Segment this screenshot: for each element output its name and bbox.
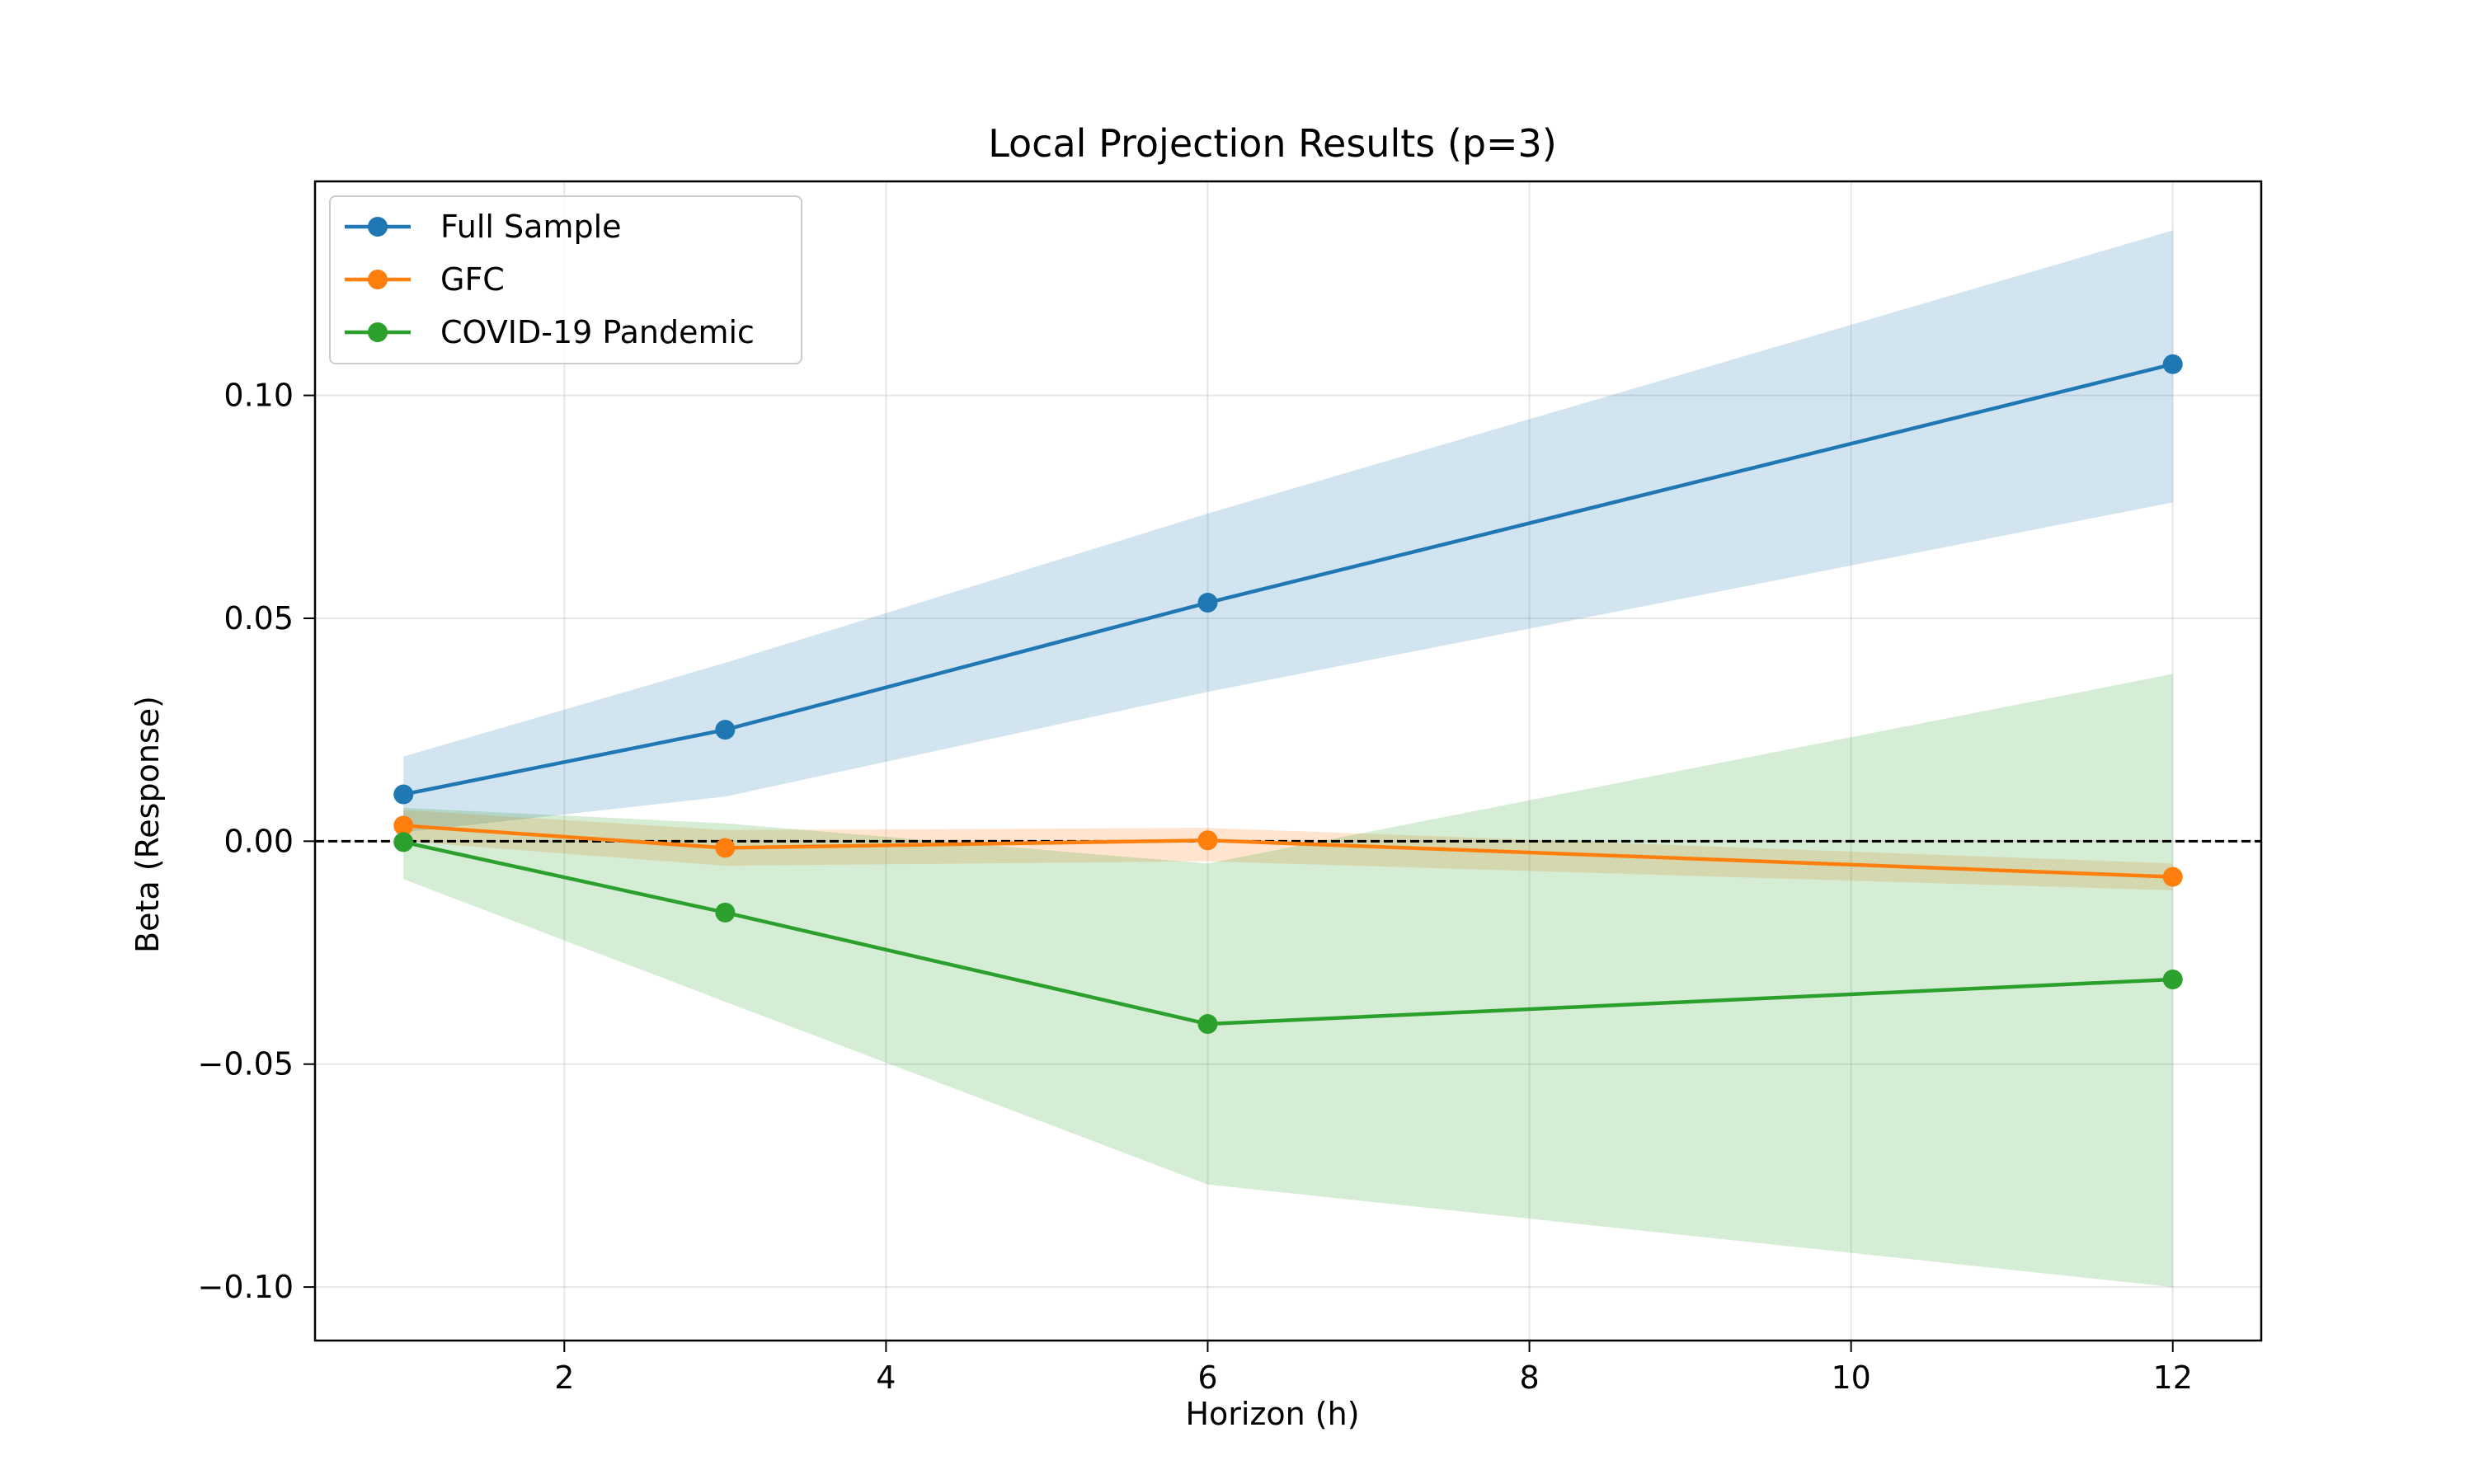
y-axis-ticks: −0.10 −0.05 0.00 0.05 0.10: [198, 378, 315, 1305]
band-full-sample: [403, 230, 2173, 833]
x-tick-label-4: 4: [876, 1360, 896, 1396]
legend: Full Sample GFC COVID-19 Pandemic: [329, 195, 802, 364]
point-covid-19-pandemic-h12: [2162, 969, 2183, 989]
x-tick-label-6: 6: [1197, 1360, 1217, 1396]
y-tick-label-2: 0.00: [223, 823, 294, 859]
confidence-bands: [403, 230, 2173, 1288]
point-full-sample-h1: [393, 784, 414, 805]
x-tick-label-12: 12: [2153, 1360, 2193, 1396]
point-covid-19-pandemic-h3: [715, 902, 736, 923]
band-covid-19-pandemic: [403, 674, 2173, 1288]
series-points: [393, 354, 2183, 1035]
point-gfc-h12: [2162, 866, 2183, 887]
y-tick-label-0: −0.10: [198, 1269, 294, 1305]
line-gfc: [403, 824, 2173, 879]
legend-label-gfc: GFC: [440, 261, 505, 298]
point-gfc-h3: [715, 838, 736, 858]
chart-title: Local Projection Results (p=3): [988, 121, 1557, 166]
x-tick-label-10: 10: [1831, 1360, 1870, 1396]
legend-label-covid-19-pandemic: COVID-19 Pandemic: [440, 314, 755, 350]
y-tick-label-3: 0.05: [223, 600, 294, 636]
plot-area-frame: [313, 180, 2263, 1342]
x-tick-label-2: 2: [554, 1360, 574, 1396]
point-covid-19-pandemic-h1: [393, 832, 414, 852]
y-axis-title: Beta (Response): [129, 696, 166, 953]
point-covid-19-pandemic-h6: [1197, 1014, 1218, 1035]
line-covid-19-pandemic: [402, 840, 2173, 1026]
legend-label-full-sample: Full Sample: [440, 209, 622, 245]
legend-marker-covid-19-pandemic: [368, 322, 388, 342]
y-tick-label-4: 0.10: [223, 378, 294, 414]
y-tick-label-1: −0.05: [198, 1046, 294, 1082]
x-axis-title: Horizon (h): [1185, 1396, 1359, 1432]
legend-marker-gfc: [368, 270, 388, 289]
x-axis-ticks: 2 4 6 8 10 12: [554, 1341, 2193, 1396]
legend-marker-full-sample: [368, 217, 388, 237]
point-gfc-h1: [393, 815, 414, 836]
point-full-sample-h12: [2162, 354, 2183, 374]
point-full-sample-h6: [1197, 593, 1218, 613]
series-lines: [402, 362, 2174, 1026]
legend-box: [329, 195, 802, 364]
point-gfc-h6: [1197, 830, 1218, 851]
x-tick-label-8: 8: [1519, 1360, 1539, 1396]
band-gfc: [403, 810, 2173, 890]
point-full-sample-h3: [715, 720, 736, 740]
line-full-sample: [402, 362, 2174, 796]
